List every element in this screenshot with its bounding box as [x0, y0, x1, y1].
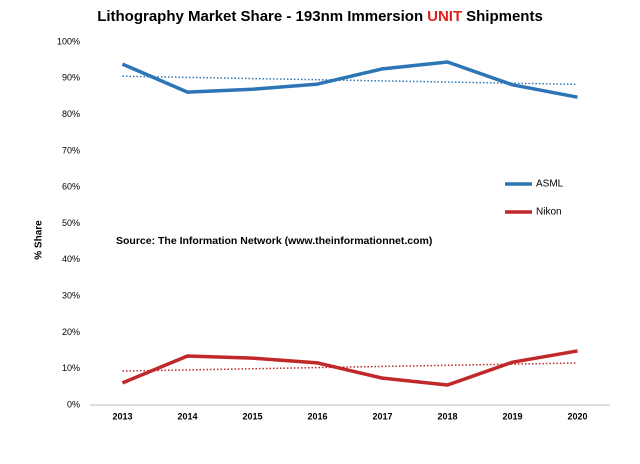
x-tick-label: 2017	[372, 411, 392, 421]
y-tick-label: 10%	[62, 363, 80, 373]
x-tick-label: 2020	[567, 411, 587, 421]
title-part: Shipments	[466, 8, 543, 25]
y-tick-label: 100%	[57, 36, 80, 46]
x-tick-label: 2015	[242, 411, 262, 421]
data-line	[121, 349, 578, 387]
legend-label: Nikon	[536, 207, 562, 218]
x-tick-label: 2018	[437, 411, 457, 421]
title-part: UNIT	[427, 8, 462, 25]
y-tick-label: 40%	[62, 254, 80, 264]
annotation: Source: The Information Network (www.the…	[116, 235, 432, 247]
y-axis-label: % Share	[34, 220, 45, 260]
y-tick-label: 20%	[62, 327, 80, 337]
y-tick-label: 80%	[62, 109, 80, 119]
y-tick-label: 60%	[62, 182, 80, 192]
data-line	[121, 60, 578, 99]
x-tick-label: 2019	[502, 411, 522, 421]
legend-label: ASML	[536, 179, 564, 190]
chart-title: Lithography Market Share - 193nm Immersi…	[97, 8, 543, 25]
x-tick-label: 2014	[177, 411, 197, 421]
y-tick-label: 50%	[62, 218, 80, 228]
x-tick-label: 2013	[112, 411, 132, 421]
y-tick-label: 90%	[62, 73, 80, 83]
x-tick-label: 2016	[307, 411, 327, 421]
y-tick-label: 30%	[62, 290, 80, 300]
y-tick-label: 0%	[67, 399, 80, 409]
title-part: Lithography Market Share - 193nm Immersi…	[97, 8, 423, 25]
y-tick-label: 70%	[62, 145, 80, 155]
trendline	[122, 75, 578, 86]
